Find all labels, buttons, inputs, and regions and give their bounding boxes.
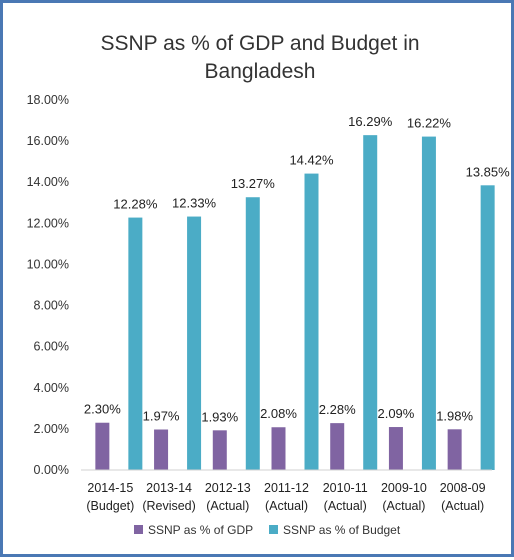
bar-series-1 xyxy=(447,429,462,470)
bar-series-1 xyxy=(388,427,403,470)
bar-series-2 xyxy=(128,217,143,470)
data-label: 16.29% xyxy=(348,114,393,129)
y-tick-label: 6.00% xyxy=(34,340,69,354)
y-tick-label: 14.00% xyxy=(27,175,69,189)
x-tick-label: 2010-11 xyxy=(323,481,368,495)
legend-swatch xyxy=(134,525,143,534)
x-tick-label: 2008-09 xyxy=(440,481,486,495)
y-tick-label: 4.00% xyxy=(34,381,69,395)
x-tick-label: 2012-13 xyxy=(205,481,251,495)
data-label: 2.30% xyxy=(84,402,121,417)
bar-series-2 xyxy=(304,173,319,471)
data-label: 16.22% xyxy=(407,116,452,131)
y-tick-label: 8.00% xyxy=(34,299,69,313)
data-label: 2.09% xyxy=(377,406,414,421)
bar-series-2 xyxy=(421,136,436,471)
x-tick-label: (Actual) xyxy=(324,499,367,513)
data-label: 2.28% xyxy=(319,402,356,417)
x-tick-label: 2014-15 xyxy=(87,481,133,495)
bar-series-1 xyxy=(212,430,227,470)
y-tick-label: 12.00% xyxy=(27,216,69,230)
bar-series-2 xyxy=(245,197,260,470)
y-tick-label: 2.00% xyxy=(34,422,69,436)
chart-title-line-1: SSNP as % of GDP and Budget in xyxy=(100,32,419,55)
x-tick-label: 2013-14 xyxy=(146,481,192,495)
x-tick-label: (Actual) xyxy=(206,499,249,513)
y-tick-label: 18.00% xyxy=(27,93,69,107)
legend-label: SSNP as % of Budget xyxy=(283,523,401,537)
bar-series-1 xyxy=(95,422,110,470)
y-axis-ticks: 0.00% 2.00% 4.00% 6.00% 8.00% 10.00% 12.00% 14.… xyxy=(27,93,69,477)
x-axis-labels: 2014-15 (Budget) 2013-14 (Revised) 2012-13 (A… xyxy=(86,481,485,513)
data-label: 12.28% xyxy=(113,197,158,212)
x-tick-label: (Revised) xyxy=(142,499,196,513)
bar-series-1 xyxy=(154,429,169,470)
bar-series-1 xyxy=(330,423,345,470)
bar-series-1 xyxy=(271,427,286,470)
legend-swatch xyxy=(269,525,278,534)
data-label: 13.27% xyxy=(231,176,276,191)
data-label: 12.33% xyxy=(172,196,217,211)
data-label: 13.85% xyxy=(466,164,511,179)
y-tick-label: 10.00% xyxy=(27,257,69,271)
x-tick-label: 2009-10 xyxy=(381,481,427,495)
chart-title-line-2: Bangladesh xyxy=(205,60,316,83)
x-tick-label: (Actual) xyxy=(441,499,484,513)
y-tick-label: 0.00% xyxy=(34,463,69,477)
bar-series-2 xyxy=(187,216,202,470)
x-tick-label: (Budget) xyxy=(86,499,134,513)
data-label: 14.42% xyxy=(289,153,334,168)
y-tick-label: 16.00% xyxy=(27,134,69,148)
chart: SSNP as % of GDP and Budget in Banglades… xyxy=(27,32,511,537)
x-tick-label: (Actual) xyxy=(382,499,425,513)
data-label: 1.93% xyxy=(201,409,238,424)
legend-label: SSNP as % of GDP xyxy=(148,523,253,537)
data-label: 1.98% xyxy=(436,408,473,423)
bars xyxy=(95,135,495,471)
legend: SSNP as % of GDP SSNP as % of Budget xyxy=(134,523,401,537)
bar-series-2 xyxy=(363,135,378,470)
x-tick-label: 2011-12 xyxy=(264,481,309,495)
data-label: 2.08% xyxy=(260,406,297,421)
bar-series-2 xyxy=(480,185,495,471)
data-label: 1.97% xyxy=(143,409,180,424)
data-labels: 2.30% 1.97% 1.93% 2.08% 2.28% 2.09% 1.98% 12.28… xyxy=(84,114,510,424)
x-tick-label: (Actual) xyxy=(265,499,308,513)
